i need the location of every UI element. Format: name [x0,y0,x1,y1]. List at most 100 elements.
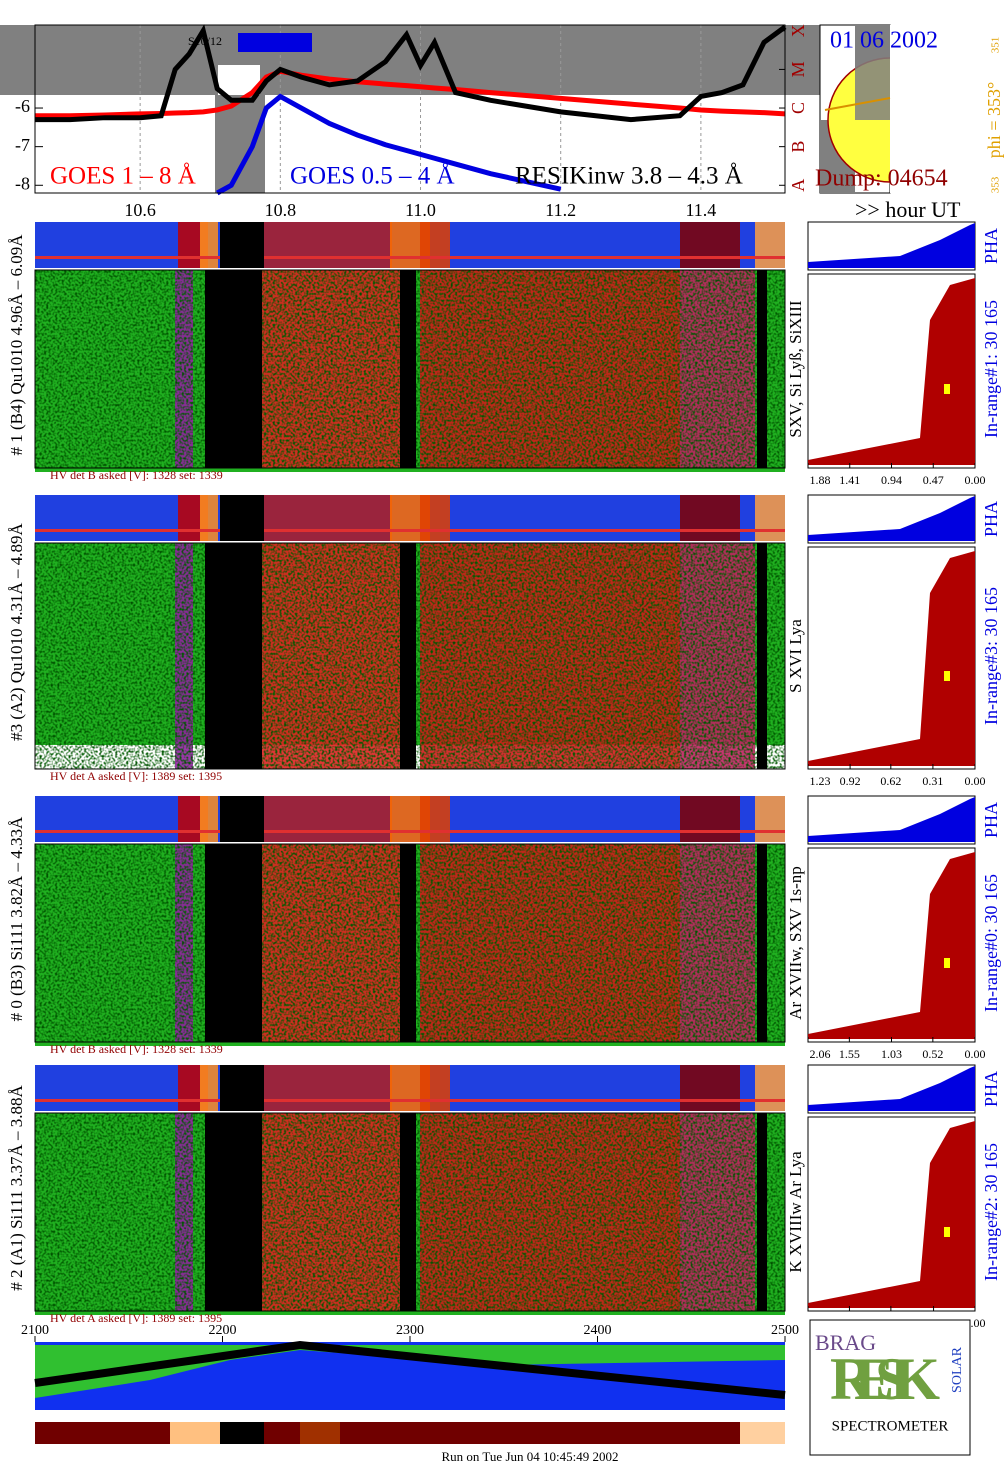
line-label: Ar XVIIw, SXV 1s-np [786,866,805,1019]
strip-band [262,495,392,541]
hv-label: HV det A asked [V]: 1389 set: 1395 [50,769,222,783]
x-tick-label: 11.0 [405,200,436,220]
phi: phi = 353° [984,82,1004,158]
y2-tick-label: A [788,179,808,192]
strip-line [35,830,785,833]
hist-tick-label: 0.00 [965,774,986,788]
hist-tick-label: 1.55 [839,1047,860,1061]
strip-band [420,796,450,842]
heatmap-gap [757,844,767,1042]
pha-shape [808,797,975,842]
hist-tick-label: 0.31 [922,774,943,788]
heatmap-gap [757,543,767,769]
footer: Run on Tue Jun 04 10:45:49 2002 [442,1449,619,1464]
in-range: In-range#2: 30 165 [981,1143,1001,1281]
y2-tick-label: X [788,24,808,37]
x-axis-label: >> hour UT [855,197,961,222]
hist-tick-label: 2.06 [810,1047,831,1061]
logo-brag: BRAG [815,1330,876,1355]
hist-marker [944,1227,950,1237]
hist-tick-label: 1.23 [810,774,831,788]
plot-frame [34,24,786,194]
bottom-tick-label: 2500 [771,1323,799,1338]
hist-tick-label: 0.00 [965,1047,986,1061]
sun-axis [824,97,891,111]
x-tick-label: 10.8 [265,200,297,220]
in-range: In-range#0: 30 165 [981,874,1001,1012]
strip-band [420,222,450,268]
heatmap-gap [205,844,262,1042]
map-track [34,1340,786,1399]
tag-bar [238,33,312,52]
hist-tick-label: 0.00 [965,473,986,487]
strip-band [755,796,785,842]
heatmap-gap [757,270,767,468]
heatmap-frame [34,1112,786,1312]
hist-tick-label: 0.94 [881,473,902,487]
strip-band [755,1065,785,1111]
heatmap-gap [412,844,416,1042]
detector-label: # 2 (A1) Si111 3.37Å – 3.88Å [7,1084,26,1290]
pha-label: PHA [981,228,1001,264]
strip-band [680,495,740,541]
phi-top: 351 [990,37,1002,54]
strip-band [680,796,740,842]
strip-band [420,1065,450,1111]
in-range: In-range#1: 30 165 [981,300,1001,438]
hist-marker [944,671,950,681]
strip-band [200,796,218,842]
pha-shape [808,1066,975,1111]
strip-band [420,495,450,541]
heatmap-gap [205,1113,262,1311]
hist-tick-label: 1.88 [810,473,831,487]
strip-band [262,796,392,842]
hist-shape [808,551,975,766]
y2-tick-label: B [788,141,808,153]
heatmap-gap [400,1113,412,1311]
detector-label: # 0 (B3) Si111 3.82Å – 4.33Å [7,816,26,1021]
detector-label: # 1 (B4) Qu1010 4.96Å – 6.09Å [7,234,26,456]
strip-band [262,1065,392,1111]
strip-band [200,1065,218,1111]
hist-tick-label: 0.47 [923,473,944,487]
x-tick-label: 11.2 [545,200,576,220]
x-tick-label: 11.4 [685,200,716,220]
y-tick-label: -6 [15,96,30,116]
y2-tick-label: C [788,102,808,114]
hist-shape [808,852,975,1039]
legend-label: RESIKinw 3.8 – 4.3 Å [515,163,743,190]
line-label: K XVIIIw Ar Lya [786,1151,805,1273]
dump: Dump: 04654 [815,166,948,192]
hv-label: HV det B asked [V]: 1328 set: 1339 [50,468,223,482]
heatmap-frame [34,269,786,469]
legend-label: GOES 0.5 – 4 Å [290,163,455,190]
y2-tick-label: M [788,61,808,77]
heatmap-gap [400,543,412,769]
hist-tick-label: 0.52 [922,1047,943,1061]
hist-marker [944,958,950,968]
heatmap-gap [205,543,262,769]
pha-label: PHA [981,1071,1001,1107]
hv-label: HV det B asked [V]: 1328 set: 1339 [50,1042,223,1056]
detector-label: #3 (A2) Qu1010 4.31Å – 4.89Å [7,522,26,740]
strip-band [200,222,218,268]
heatmap-frame [34,843,786,1043]
in-range: In-range#3: 30 165 [981,587,1001,725]
hist-shape [808,278,975,465]
hist-tick-label: 1.03 [881,1047,902,1061]
x-tick-label: 10.6 [124,200,156,220]
strip-band [755,495,785,541]
phi-bottom: 353 [990,176,1002,193]
bottom-tick-label: 2100 [21,1323,49,1338]
heatmap-gap [412,1113,416,1311]
bottom-tick-label: 2200 [209,1323,237,1338]
hist-tick-label: 0.62 [880,774,901,788]
hist-tick-label: 1.41 [839,473,860,487]
color-band [300,1422,340,1444]
hv-label: HV det A asked [V]: 1389 set: 1395 [50,1311,222,1325]
date: 01 06 2002 [830,28,938,54]
color-band [220,1422,264,1444]
logo-title: SPECTROMETER [832,1418,949,1434]
